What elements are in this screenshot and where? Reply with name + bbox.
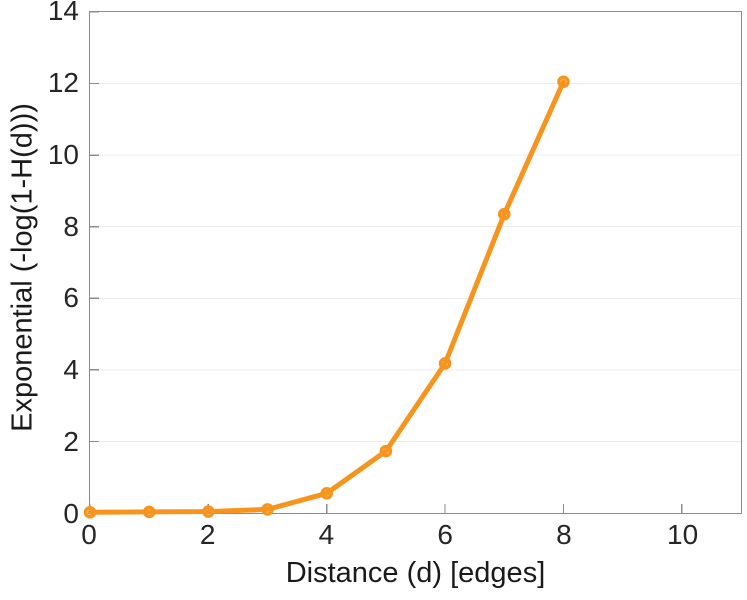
x-tick-label: 4	[318, 519, 335, 550]
y-tick-label: 0	[63, 498, 79, 529]
y-tick-label: 12	[47, 66, 79, 98]
data-point-marker	[379, 444, 393, 458]
data-point-marker	[557, 75, 570, 89]
x-tick-label: 8	[556, 519, 572, 550]
y-tick-label: 6	[63, 282, 79, 314]
x-tick-label: 10	[667, 519, 699, 550]
data-point-marker	[438, 357, 452, 370]
x-tick-label: 2	[199, 519, 216, 550]
y-axis-title: Exponential (-log(1-H(d)))	[6, 103, 39, 432]
y-tick-label: 8	[63, 210, 79, 242]
data-point-marker	[261, 503, 274, 516]
gridlines	[90, 83, 741, 442]
y-tick-label: 4	[63, 354, 79, 386]
y-tick-label: 2	[63, 426, 79, 458]
x-tick-label: 0	[81, 519, 97, 550]
series-line	[87, 79, 566, 515]
data-series-exponential	[83, 75, 570, 519]
y-tick-label: 14	[47, 0, 79, 26]
plot-area	[83, 11, 742, 519]
x-tick-label: 6	[437, 519, 453, 550]
data-point-marker	[142, 505, 156, 519]
y-tick-label: 10	[47, 138, 79, 170]
axis-tickmarks	[89, 11, 683, 514]
y-axis-tick-labels: 0 2 4 6 8 10 12 14	[0, 0, 79, 600]
data-point-marker	[497, 207, 511, 221]
data-point-marker	[83, 506, 97, 519]
x-axis-title: Distance (d) [edges]	[285, 557, 546, 589]
data-point-marker	[202, 505, 215, 518]
data-point-marker	[320, 487, 334, 500]
